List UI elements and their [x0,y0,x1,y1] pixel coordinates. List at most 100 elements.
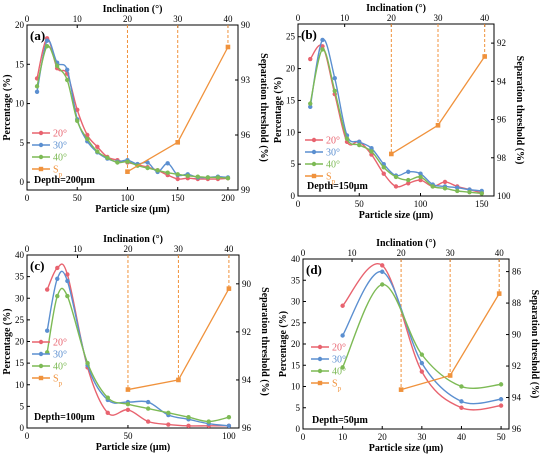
right-y-tick-label: 98 [497,153,507,163]
x-tick-label: 50 [497,432,507,442]
y-tick-label: 20 [15,337,25,347]
depth-label: Depth=100μm [34,412,95,423]
data-point [44,328,50,333]
top-x-tick-label: 10 [348,248,358,258]
legend-marker [311,161,317,167]
right-y-tick-label: 96 [512,424,522,434]
sp-point [398,387,404,392]
data-point [95,144,100,149]
legend-label: 40° [53,362,67,373]
data-point [459,405,464,410]
data-point [206,419,211,424]
y-tick-label: 15 [15,59,25,69]
data-point [380,282,385,287]
right-y-axis-label: Separation threshold (%) [259,287,270,396]
sp-line [127,288,230,391]
data-point [145,419,151,424]
y-tick-label: 5 [20,138,25,148]
data-point [125,407,131,413]
legend-label: 40° [53,153,67,164]
y-axis-label: Percentage (%) [2,74,13,140]
data-point [105,410,110,416]
legend-label: 40° [332,367,346,378]
right-y-tick-label: 92 [242,327,251,337]
data-point [155,168,160,173]
data-point [381,171,386,176]
data-point [44,44,50,49]
top-x-axis-label: Inclination (°) [103,4,163,15]
x-tick-label: 50 [73,193,83,203]
y-tick-label: 10 [291,382,301,392]
y-tick-label: 20 [15,20,25,30]
legend-marker [38,363,44,369]
legend-marker [311,173,317,179]
data-point [340,333,345,338]
x-tick-label: 200 [221,193,235,203]
data-point [380,269,385,274]
top-x-tick-label: 0 [25,244,30,254]
legend-marker [317,368,323,374]
top-x-tick-label: 10 [73,244,83,254]
data-point [85,360,90,366]
data-point [105,155,110,160]
data-point [226,414,232,420]
top-x-tick-label: 40 [495,248,505,258]
x-tick-label: 0 [301,432,306,442]
panel-label: (c) [30,258,44,273]
y-tick-label: 0 [296,424,301,434]
top-x-tick-label: 10 [340,13,350,23]
data-point [145,165,150,171]
data-point [393,184,399,189]
sp-point [125,169,130,174]
plot-frame [26,24,239,191]
data-point [479,191,484,196]
y-tick-label: 10 [15,99,25,109]
sp-point [225,44,231,50]
data-point [418,174,423,180]
series-line-30 [342,271,502,405]
y-tick-label: 15 [286,95,296,105]
data-point [44,287,50,292]
right-y-tick-label: 93 [241,75,251,85]
right-y-tick-label: 94 [242,375,252,385]
legend: 20°30°40°Sp [32,338,67,388]
sp-point [176,377,181,383]
data-point [166,422,171,427]
right-y-tick-label: 100 [497,191,511,201]
x-tick-label: 100 [121,193,135,203]
top-x-tick-label: 30 [446,248,456,258]
legend-marker [317,380,323,386]
sp-point [389,151,394,157]
top-x-tick-label: 40 [480,13,490,23]
depth-label: Depth=200μm [34,175,95,186]
data-point [418,171,423,176]
legend-label: Sp [326,172,336,186]
right-y-tick-label: 90 [512,330,522,340]
y-tick-label: 35 [291,275,301,285]
sp-point [447,373,453,378]
right-y-tick-label: 96 [242,423,252,433]
data-point [406,169,411,174]
top-x-axis-label: Inclination (°) [376,238,436,249]
right-y-axis-label: Separation threshold (%) [529,290,540,399]
x-tick-label: 0 [25,193,30,203]
data-point [165,170,170,175]
data-point [165,161,170,166]
right-y-tick-label: 96 [497,115,507,125]
top-x-tick-label: 0 [25,14,30,24]
top-x-tick-label: 20 [123,14,133,24]
right-y-tick-label: 92 [497,38,506,48]
sp-point [175,140,181,145]
x-axis-label: Particle size (μm) [96,442,171,453]
data-point [430,184,435,189]
legend-label: 30° [332,355,346,366]
data-point [498,397,504,402]
legend-label: Sp [53,374,63,388]
series-line-40 [341,283,502,390]
y-tick-label: 25 [291,318,301,328]
right-y-tick-label: 99 [241,185,251,195]
data-point [381,165,386,170]
